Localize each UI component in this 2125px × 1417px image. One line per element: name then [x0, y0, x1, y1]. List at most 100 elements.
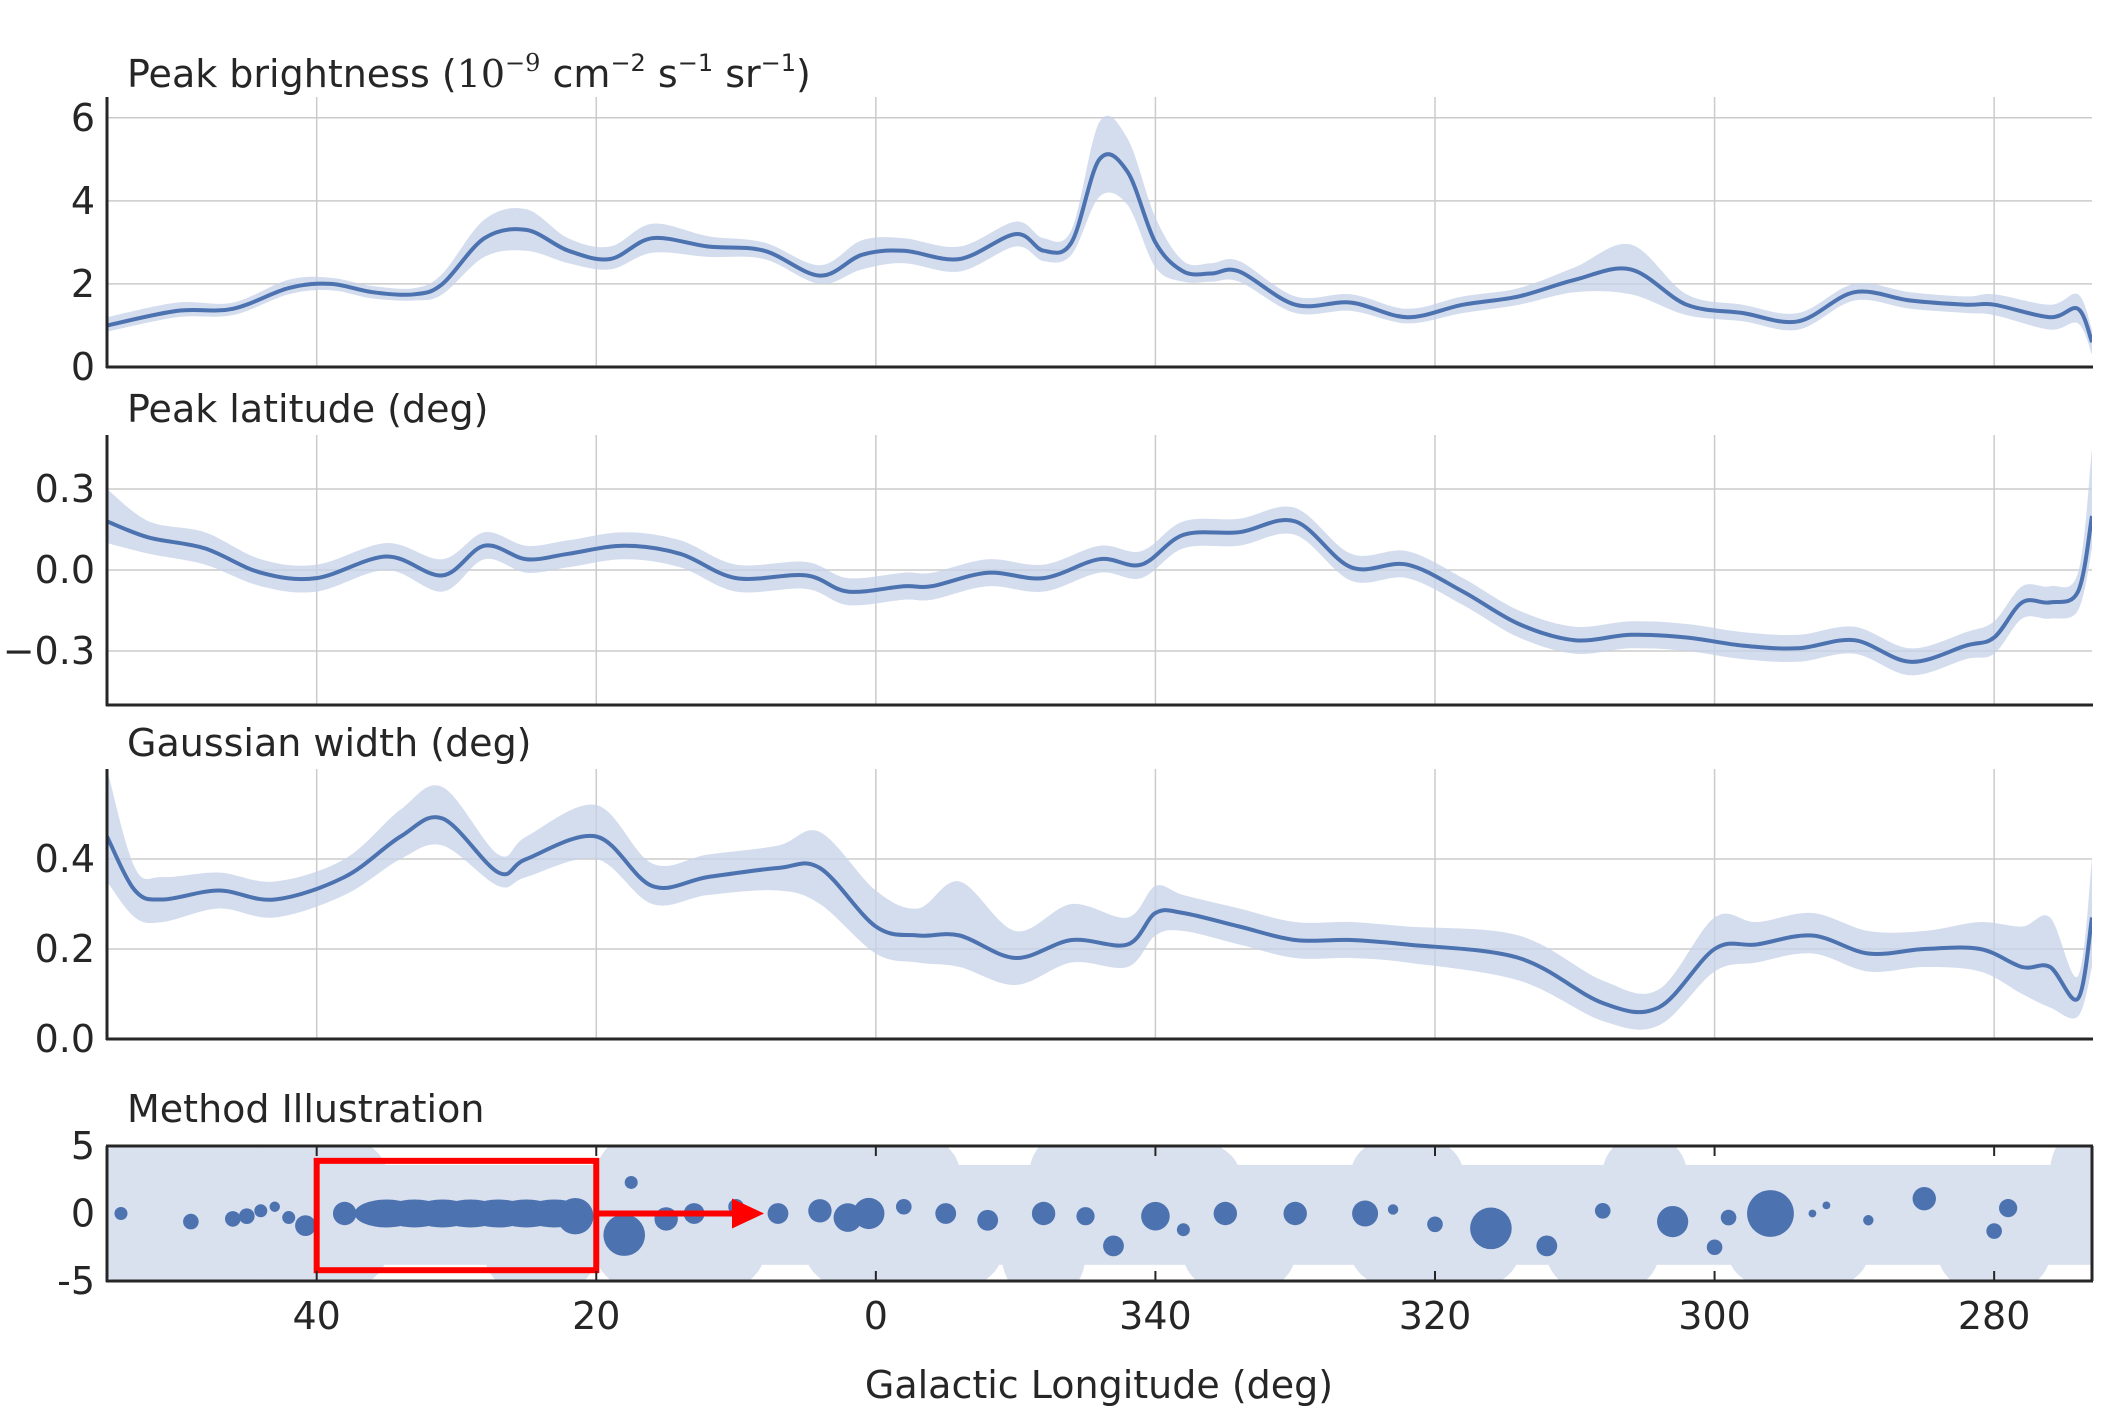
cloud-point	[1808, 1209, 1817, 1218]
panel-peak-latitude: −0.3 0.0 0.3 Peak latitude (deg)	[3, 387, 2093, 707]
y-tick-label: 0	[71, 1192, 95, 1236]
cloud-point	[1387, 1204, 1399, 1215]
x-tick-label: 20	[572, 1294, 620, 1338]
ytick-layer-2: 0.0 0.2 0.4	[35, 769, 2093, 1061]
x-axis-label: Galactic Longitude (deg)	[865, 1363, 1333, 1407]
panel-title-peak-latitude: Peak latitude (deg)	[127, 387, 488, 431]
cloud-point	[808, 1199, 832, 1223]
cloud-point	[1103, 1235, 1124, 1257]
emission-blob	[707, 1146, 876, 1220]
cloud-point	[1427, 1216, 1443, 1233]
y-tick-label: 0.0	[35, 1017, 95, 1061]
ytick-layer-1: −0.3 0.0 0.3	[3, 435, 2093, 707]
y-tick-label: 5	[71, 1124, 95, 1168]
cloud-point	[1352, 1200, 1379, 1227]
cloud-point	[1863, 1215, 1874, 1226]
y-tick-label: −0.3	[3, 629, 95, 673]
y-tick-label: 4	[71, 179, 95, 223]
panel-title-method-illustration: Method Illustration	[127, 1087, 484, 1131]
panel-peak-brightness: 0 2 4 6 Peak brightness (10−9 cm−2 s−1 sr−1…	[71, 49, 2093, 389]
cloud-point	[1594, 1203, 1611, 1219]
cloud-point	[225, 1211, 241, 1227]
emission-blob	[847, 1146, 960, 1215]
series-line	[107, 152, 2092, 343]
cloud-point	[238, 1208, 255, 1224]
y-tick-label: 0.4	[35, 837, 95, 881]
y-tick-label: 2	[71, 262, 95, 306]
panel-gaussian-width: 0.0 0.2 0.4 Gaussian width (deg)	[35, 721, 2093, 1061]
cloud-point	[624, 1175, 638, 1189]
cloud-point	[1213, 1201, 1238, 1226]
cloud-point	[295, 1215, 316, 1237]
annotation-layer-3	[313, 1157, 765, 1274]
y-tick-label: 0.0	[35, 548, 95, 592]
cloud-point	[853, 1197, 885, 1230]
emission-blob	[1351, 1146, 1464, 1212]
cloud-point	[1912, 1186, 1936, 1211]
x-tick-label: 300	[1678, 1294, 1751, 1338]
x-tick-label: 0	[864, 1294, 888, 1338]
series-line	[107, 515, 2092, 664]
emission-blob	[2050, 1146, 2092, 1215]
y-tick-label: 0.2	[35, 927, 95, 971]
line-layer-0	[107, 152, 2092, 343]
cloud-point	[1536, 1235, 1558, 1257]
confidence-band	[107, 115, 2092, 355]
cloud-point	[254, 1204, 268, 1218]
emission-blob	[1602, 1146, 1687, 1212]
cloud-point	[114, 1207, 128, 1220]
band-layer-1	[107, 448, 2092, 676]
y-tick-label: -5	[57, 1259, 95, 1303]
panel-method-illustration: 5 0 -5 40 20 0 340 320 300 280 Method Illustrati…	[57, 1087, 2094, 1407]
cloud-point	[1176, 1223, 1190, 1237]
cloud-point	[1986, 1223, 2002, 1239]
xtick-layer-3: 40 20 0 340 320 300 280	[293, 1146, 2031, 1338]
y-tick-label: 6	[71, 96, 95, 140]
cloud-point	[1706, 1239, 1723, 1256]
confidence-band	[107, 769, 2092, 1030]
series-line	[107, 815, 2092, 1015]
panel-title-peak-brightness: Peak brightness (10−9 cm−2 s−1 sr−1)	[127, 49, 811, 96]
cloud-point	[1822, 1201, 1831, 1210]
emission-blob	[1546, 1212, 1659, 1281]
y-tick-label: 0	[71, 345, 95, 389]
cloud-point	[935, 1203, 957, 1224]
cloud-point	[1076, 1207, 1095, 1226]
cloud-point	[1720, 1209, 1737, 1226]
emission-blob	[1001, 1205, 1086, 1281]
cloud-point	[1031, 1201, 1056, 1226]
cloud-point	[282, 1211, 296, 1225]
cloud-point	[1999, 1199, 2018, 1218]
cloud-point	[1747, 1190, 1794, 1237]
confidence-band	[107, 448, 2092, 676]
x-tick-label: 40	[293, 1294, 341, 1338]
x-tick-label: 280	[1958, 1294, 2031, 1338]
line-layer-2	[107, 815, 2092, 1015]
band-layer-0	[107, 115, 2092, 355]
ytick-layer-3: 5 0 -5	[57, 1124, 2094, 1303]
emission-blob	[1183, 1212, 1296, 1281]
cloud-point	[603, 1214, 646, 1256]
cloud-point	[977, 1209, 999, 1231]
x-tick-label: 320	[1399, 1294, 1472, 1338]
cloud-point	[895, 1198, 912, 1215]
panel-title-gaussian-width: Gaussian width (deg)	[127, 721, 532, 765]
band-layer-2	[107, 769, 2092, 1030]
cloud-point	[1657, 1206, 1689, 1238]
cloud-point	[269, 1201, 280, 1212]
y-tick-label: 0.3	[35, 467, 95, 511]
cloud-point	[1283, 1201, 1307, 1226]
arrow-head	[732, 1198, 765, 1229]
cloud-point	[332, 1201, 357, 1226]
cloud-point	[1470, 1207, 1512, 1250]
cloud-point	[557, 1198, 594, 1235]
cloud-point	[1141, 1201, 1170, 1231]
ytick-layer-0: 0 2 4 6	[71, 96, 2093, 389]
emission-blob	[1071, 1146, 1240, 1214]
line-layer-1	[107, 515, 2092, 664]
cloud-point	[183, 1213, 199, 1230]
points-layer-3	[114, 1175, 2018, 1257]
cloud-point	[767, 1203, 789, 1224]
emission-blob	[1938, 1212, 2051, 1281]
